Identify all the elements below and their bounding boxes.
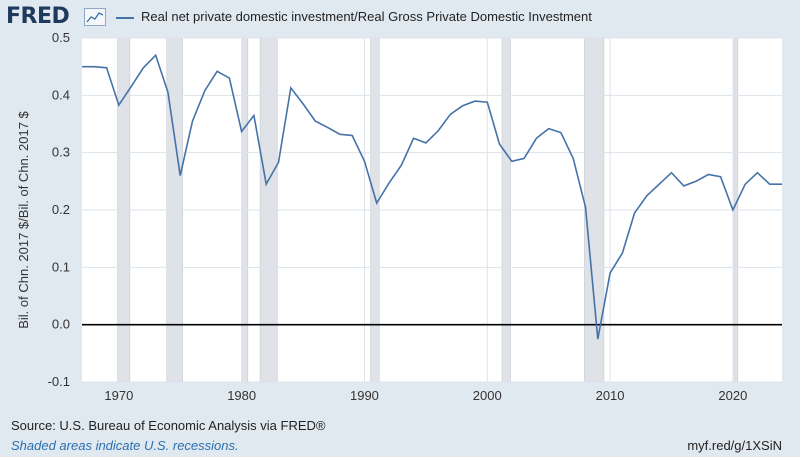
series-line[interactable]: [82, 53, 782, 340]
y-tick-label: 0.5: [52, 30, 70, 45]
y-axis-ticks: -0.1 0.0 0.1 0.2 0.3 0.4 0.5: [48, 30, 70, 389]
source-prefix: Source:: [11, 418, 60, 433]
y-tick-label: 0.0: [52, 317, 70, 332]
y-tick-label: 0.4: [52, 87, 70, 102]
y-tick-label: 0.3: [52, 145, 70, 160]
x-tick-label: 1980: [227, 388, 256, 403]
x-tick-label: 1990: [350, 388, 379, 403]
legend-label[interactable]: Real net private domestic investment/Rea…: [141, 9, 592, 24]
x-tick-label: 2010: [596, 388, 625, 403]
y-axis-label: Bil. of Chn. 2017 $/Bil. of Chn. 2017 $: [16, 110, 31, 328]
x-tick-label: 2000: [473, 388, 502, 403]
y-tick-label: -0.1: [48, 374, 70, 389]
source-text: U.S. Bureau of Economic Analysis via FRE…: [59, 418, 326, 433]
recession-note: Shaded areas indicate U.S. recessions.: [11, 438, 239, 453]
y-tick-label: 0.1: [52, 259, 70, 274]
legend-swatch: [116, 17, 134, 19]
x-tick-label: 1970: [104, 388, 133, 403]
gridlines: [82, 37, 782, 383]
fred-logo[interactable]: FRED: [6, 4, 70, 29]
x-tick-label: 2020: [718, 388, 747, 403]
y-tick-label: 0.2: [52, 202, 70, 217]
fred-chart-icon[interactable]: [84, 8, 106, 26]
chart-header: FRED Real net private domestic investmen…: [0, 0, 800, 36]
short-link[interactable]: myf.red/g/1XSiN: [687, 438, 782, 453]
source-note: Source: U.S. Bureau of Economic Analysis…: [11, 418, 326, 433]
chart-plot[interactable]: -0.1 0.0 0.1 0.2 0.3 0.4 0.5 1970 1980 1990 2000 2…: [0, 0, 800, 410]
x-axis-ticks: 1970 1980 1990 2000 2010 2020: [104, 388, 747, 403]
